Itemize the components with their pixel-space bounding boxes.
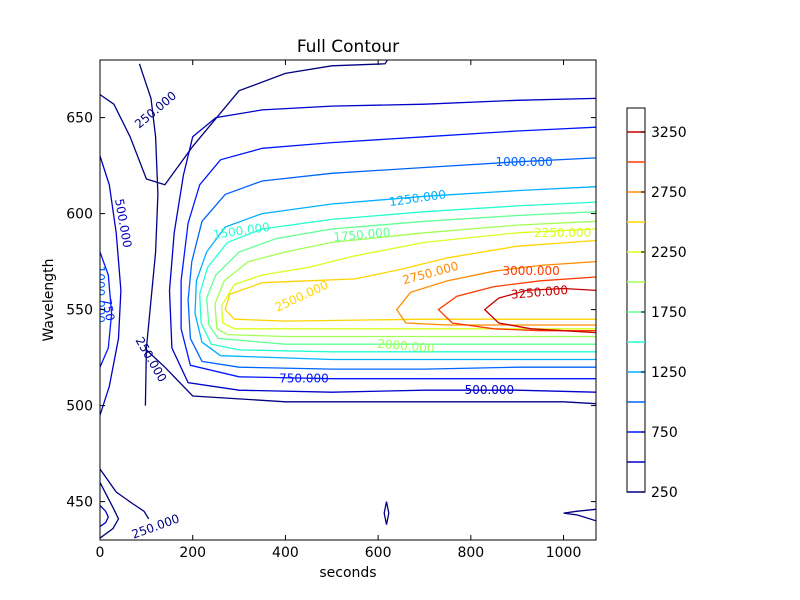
contour-line-500	[100, 155, 122, 416]
contour-label: 1750.000	[333, 225, 391, 244]
contour-label: 750.000	[279, 372, 329, 386]
contour-line-750	[100, 251, 113, 368]
contour-label: 1000.000	[496, 155, 553, 169]
contour-label: 3250.000	[510, 283, 568, 302]
contour-line-250	[563, 508, 596, 522]
y-tick-label: 450	[66, 495, 93, 511]
contour-label: 2250.000	[534, 226, 591, 240]
contour-line-1500	[199, 201, 596, 353]
contour-line-1750	[205, 211, 596, 345]
x-tick-label: 1000	[546, 545, 582, 561]
contour-line-2750	[395, 260, 596, 326]
plot-frame	[99, 59, 597, 541]
contour-label: 2000.000	[377, 337, 435, 356]
contour-line-500	[100, 504, 110, 528]
contour-line-500	[168, 97, 596, 393]
contour-line-3250	[483, 287, 596, 334]
y-tick-label: 600	[66, 207, 93, 223]
colorbar-tick-label: 2250	[651, 245, 687, 261]
plot-area: 250.000500.0001000.000750250.000250.0007…	[93, 59, 597, 541]
contour-label: 1000.000	[93, 266, 107, 323]
colorbar-tick-label: 1250	[651, 365, 687, 381]
colorbar-tick-label: 2750	[651, 185, 687, 201]
x-axis: 0 200 400 600 800 1000	[96, 60, 582, 561]
x-tick-label: 0	[96, 545, 105, 561]
contour-line-250	[100, 60, 389, 186]
contour-line-250	[100, 482, 120, 539]
contour-line-1250	[194, 186, 596, 361]
y-axis: 450 500 550 600 650	[66, 111, 596, 511]
x-tick-label: 800	[457, 545, 484, 561]
x-axis-label: seconds	[319, 565, 376, 581]
contour-label: 3000.000	[502, 264, 559, 278]
contour-line-2250	[220, 228, 596, 330]
contour-line-250	[100, 468, 150, 520]
x-tick-label: 600	[365, 545, 392, 561]
contour-line-2000	[214, 220, 596, 338]
y-tick-label: 650	[66, 111, 93, 127]
colorbar: 3250 2750 2250 1750 1250 750 250	[626, 107, 687, 501]
contour-label: 750	[99, 297, 117, 322]
plot-background	[100, 60, 596, 540]
chart-title: Full Contour	[297, 37, 399, 57]
colorbar-tick-label: 3250	[651, 125, 687, 141]
colorbar-frame	[626, 107, 646, 493]
contour-line-1000	[187, 157, 596, 370]
contour-label: 500.000	[465, 383, 515, 397]
contour-line-2500	[224, 239, 596, 322]
y-axis-label: Wavelength	[41, 258, 57, 341]
contour-line-250	[383, 501, 390, 525]
y-tick-label: 500	[66, 399, 93, 415]
contour-line-750	[180, 126, 596, 380]
y-tick-label: 550	[66, 303, 93, 319]
contour-line-250	[145, 349, 596, 405]
x-tick-label: 400	[272, 545, 299, 561]
colorbar-tick-label: 250	[651, 485, 678, 501]
colorbar-tick-label: 750	[651, 425, 678, 441]
x-tick-label: 200	[179, 545, 206, 561]
contour-line-3000	[437, 276, 596, 332]
colorbar-tick-label: 1750	[651, 305, 687, 321]
contour-line-250	[138, 63, 159, 406]
